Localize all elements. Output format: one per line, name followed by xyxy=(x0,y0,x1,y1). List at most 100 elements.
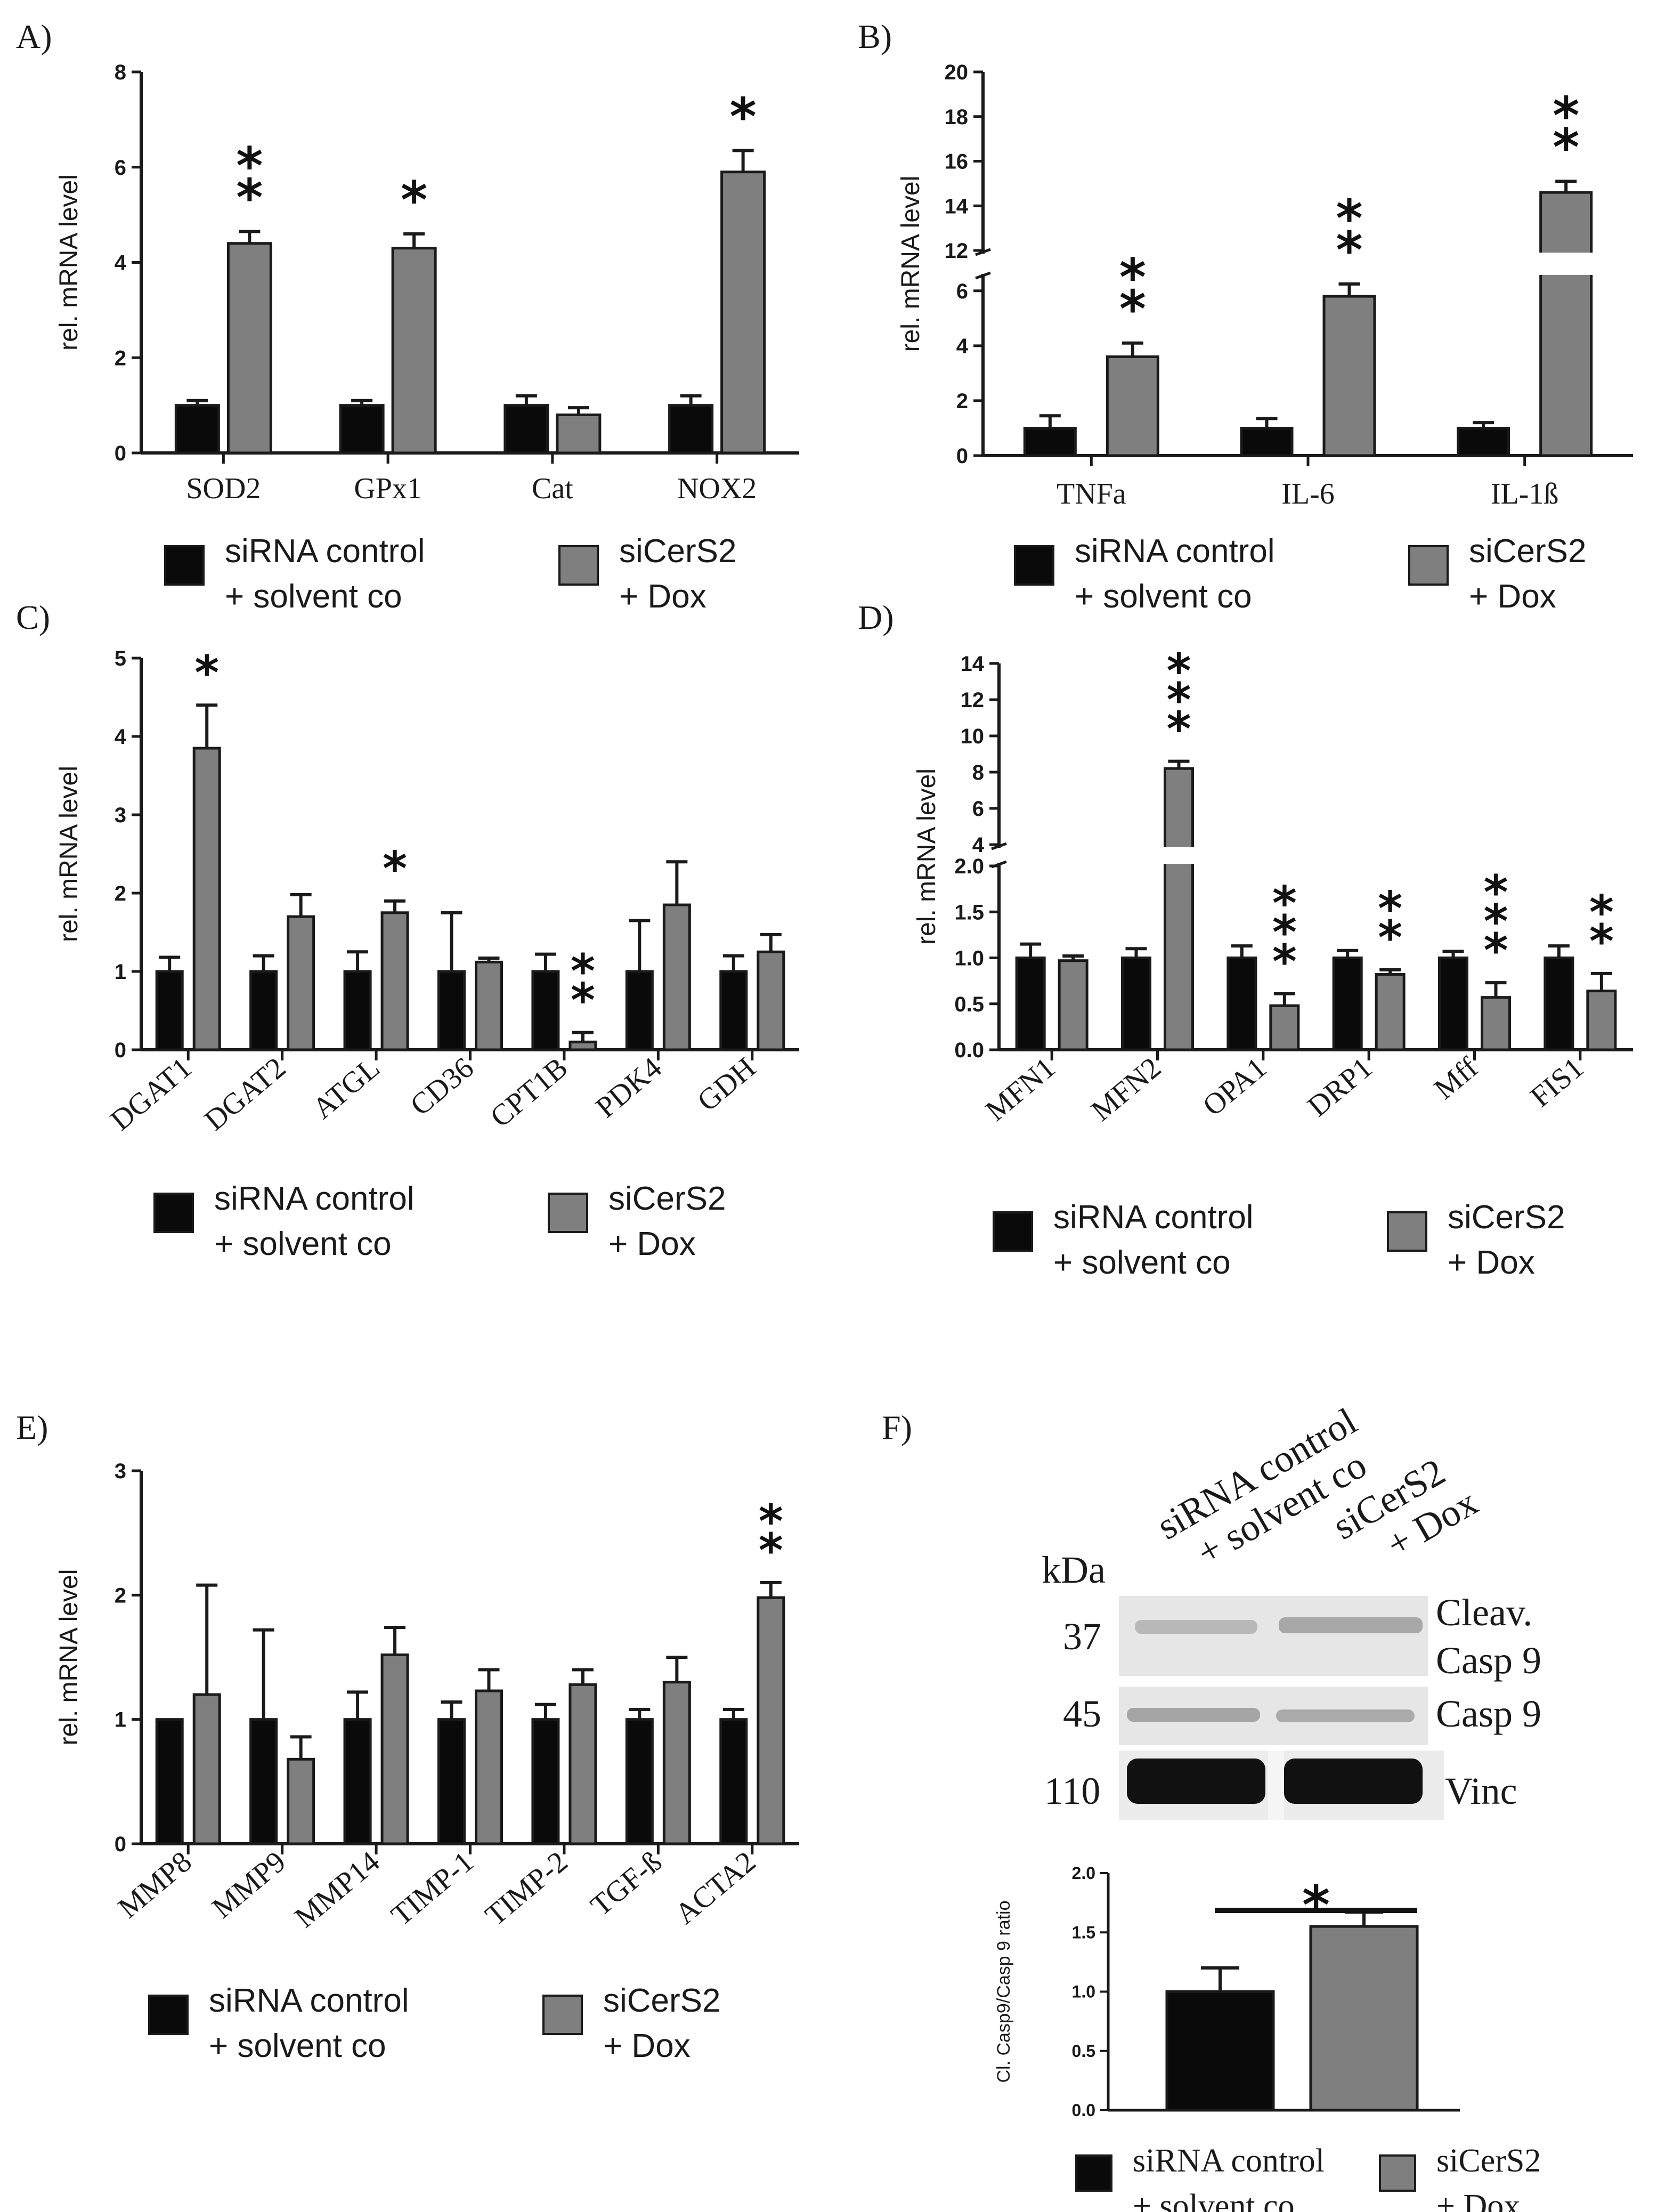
legend-label-control: + solvent co xyxy=(1053,1244,1231,1281)
x-category-label: MMP14 xyxy=(289,1845,386,1934)
bar-control xyxy=(343,1718,372,1845)
bar-treated xyxy=(475,960,503,1051)
bar-control xyxy=(668,404,714,455)
legend-swatch-control xyxy=(164,545,205,586)
bar-control xyxy=(625,970,654,1051)
bar-treated xyxy=(1058,959,1089,1051)
legend-label-control: + solvent co xyxy=(214,1226,392,1262)
significance-star: * xyxy=(1483,923,1508,978)
x-category-label: GDH xyxy=(691,1051,762,1117)
legend-label-control: siRNA control xyxy=(214,1180,415,1217)
legend-label-control: siRNA control xyxy=(1075,533,1275,570)
y-tick-label: 2.0 xyxy=(1072,1863,1095,1883)
bar-control xyxy=(249,970,278,1051)
x-category-label: TGF-ß xyxy=(584,1845,668,1922)
y-tick-label: 1.0 xyxy=(954,947,984,970)
x-category-label: MFN1 xyxy=(979,1051,1061,1128)
bar-treated xyxy=(391,247,437,455)
bar-control xyxy=(155,1718,184,1845)
y-tick-label: 0 xyxy=(115,1039,126,1062)
legend-label-treated: siCerS2 xyxy=(619,533,737,570)
blot-band xyxy=(1279,1617,1423,1633)
bar-treated xyxy=(1269,1004,1300,1051)
significance-star: * xyxy=(1336,221,1362,280)
significance-star: * xyxy=(1119,248,1146,307)
bar-control xyxy=(1121,957,1151,1051)
y-tick-label: 16 xyxy=(945,150,969,174)
axis-break-mark xyxy=(975,271,991,280)
bar-treated xyxy=(568,1040,597,1051)
bar-control xyxy=(1240,426,1294,457)
significance-star: * xyxy=(759,1523,783,1578)
x-category-label: FIS1 xyxy=(1524,1051,1590,1114)
x-category-label: TIMP-2 xyxy=(479,1845,574,1932)
y-tick-label: 6 xyxy=(115,156,126,180)
y-tick-label: 18 xyxy=(945,106,969,129)
y-tick-label: 1.5 xyxy=(1072,1923,1095,1942)
y-tick-label: 8 xyxy=(115,61,126,84)
y-tick-label: 6 xyxy=(956,280,968,303)
legend-label-treated: + Dox xyxy=(603,2028,691,2064)
x-category-label: CD36 xyxy=(404,1051,480,1122)
bar-control xyxy=(249,1718,278,1845)
legend-label-treated: siCerS2 xyxy=(603,1982,721,2019)
significance-star: * xyxy=(401,171,427,230)
bar-control xyxy=(1332,957,1363,1051)
bar-treated xyxy=(226,242,272,455)
blot-band xyxy=(1127,1759,1265,1804)
significance-star: * xyxy=(1589,885,1614,939)
bar-control xyxy=(503,404,549,455)
legend-label-control: siRNA control xyxy=(209,1982,409,2019)
significance-star: * xyxy=(1272,934,1297,989)
bar-treated xyxy=(1164,767,1194,1051)
bar-treated xyxy=(380,1653,409,1845)
significance-star: * xyxy=(236,168,263,228)
bar-control xyxy=(343,970,372,1051)
panel-letter-c: C) xyxy=(16,598,50,636)
blot-strip-cleaved xyxy=(1119,1596,1428,1676)
y-tick-label: 1 xyxy=(115,1708,126,1732)
significance-star: * xyxy=(1166,672,1191,727)
y-tick-label: 4 xyxy=(115,252,127,275)
y-tick-label: 10 xyxy=(961,725,985,748)
legend-swatch-control xyxy=(153,1193,194,1233)
significance-star: * xyxy=(383,841,407,896)
bar-treated xyxy=(192,1693,221,1845)
bar-control xyxy=(1015,957,1046,1051)
y-tick-label: 12 xyxy=(961,688,985,712)
legend-label-control: + solvent co xyxy=(1133,2188,1295,2212)
y-tick-label: 0.5 xyxy=(954,993,984,1016)
x-category-label: DRP1 xyxy=(1302,1051,1379,1123)
western-blot: kDa siRNA control + solvent co siCerS2 +… xyxy=(1042,1399,1541,1820)
bar-treated xyxy=(757,1596,785,1845)
bar-treated xyxy=(662,903,691,1051)
chart-d: 0.0 0.5 1.0 1.5 2.04 6 8 10 12 14 rel. mRNA level M… xyxy=(913,643,1633,1128)
bar-treated xyxy=(287,1757,315,1845)
legend-label-treated: + Dox xyxy=(608,1226,696,1262)
y-tick-label: 2 xyxy=(115,882,126,905)
legends: siRNA control + solvent co siCerS2 + Dox siR… xyxy=(148,533,1587,2212)
x-category-label: TNFa xyxy=(1057,477,1126,511)
y-tick-label: 5 xyxy=(115,647,126,670)
bar-treated xyxy=(1322,295,1376,457)
chart-e: 0 1 2 3 rel. mRNA level MMP8 MMP9MMP14TIMP-1TI… xyxy=(55,1460,799,1934)
legend-swatch-treated xyxy=(542,1995,583,2035)
bar-control xyxy=(174,404,220,455)
blot-band xyxy=(1284,1759,1423,1804)
panel-letter-a: A) xyxy=(16,18,52,55)
y-tick-label: 4 xyxy=(956,335,969,358)
bar-break-gap xyxy=(1160,847,1197,864)
bar-control xyxy=(1544,957,1574,1051)
y-tick-label: 2 xyxy=(115,346,126,370)
bar-control xyxy=(1226,957,1257,1051)
blot-kda-110: 110 xyxy=(1044,1770,1100,1812)
blot-lane-gap xyxy=(1268,1751,1284,1820)
significance-star: * xyxy=(1336,189,1362,248)
y-tick-label: 1.5 xyxy=(954,901,984,924)
y-axis-label: Cl. Casp9/Casp 9 ratio xyxy=(994,1900,1014,2083)
bar-control xyxy=(531,1718,560,1845)
blot-label-vinc: Vinc xyxy=(1445,1770,1517,1812)
x-category-label: OPA1 xyxy=(1197,1051,1273,1122)
y-axis-label: rel. mRNA level xyxy=(55,174,83,351)
blot-band xyxy=(1135,1620,1257,1634)
